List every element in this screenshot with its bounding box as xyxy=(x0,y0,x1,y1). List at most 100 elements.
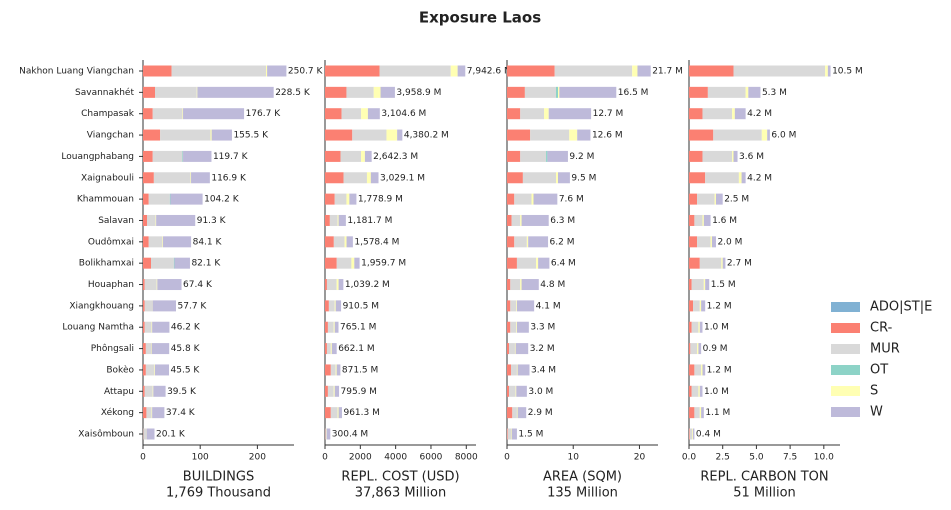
bar-segment xyxy=(761,129,768,141)
x-tick-label: 0 xyxy=(504,453,510,463)
bar-segment xyxy=(325,214,330,226)
category-label: Xaignabouli xyxy=(81,173,134,183)
bar-segment xyxy=(173,257,175,269)
bar-segment xyxy=(507,428,511,440)
bar-segment xyxy=(325,321,328,333)
bar-segment xyxy=(330,343,332,355)
bar-segment xyxy=(354,257,360,269)
legend-label: CR- xyxy=(870,321,893,336)
bar-segment xyxy=(703,214,711,226)
total-label: 910.5 M xyxy=(343,301,379,311)
bar-segment xyxy=(267,65,287,77)
bar-segment xyxy=(326,343,331,355)
bar-segment xyxy=(689,343,691,355)
bar-segment xyxy=(689,193,698,205)
bar-segment xyxy=(748,86,761,98)
bar-segment xyxy=(346,236,353,248)
bar-segment xyxy=(732,150,734,162)
bar-segment xyxy=(341,108,362,120)
bar-segment xyxy=(338,407,342,419)
total-label: 155.5 K xyxy=(233,131,269,141)
bar-segment xyxy=(510,364,517,376)
bar-segment xyxy=(152,300,177,312)
bar-segment xyxy=(510,300,517,312)
bar-segment xyxy=(699,385,703,397)
x-tick-label: 2000 xyxy=(349,453,372,463)
bar-segment xyxy=(516,321,529,333)
bar-segment xyxy=(335,364,337,376)
x-tick-label: 4000 xyxy=(384,453,407,463)
bar-segment xyxy=(693,428,695,440)
total-label: 3.3 M xyxy=(530,323,555,333)
bar-segment xyxy=(336,279,339,291)
total-label: 300.4 M xyxy=(332,430,368,440)
bar-segment xyxy=(361,108,368,120)
bar-segment xyxy=(457,65,466,77)
bar-segment xyxy=(336,257,352,269)
bar-segment xyxy=(689,321,692,333)
total-label: 45.5 K xyxy=(171,365,201,375)
total-label: 20.1 K xyxy=(156,430,186,440)
bar-segment xyxy=(155,86,197,98)
bar-segment xyxy=(171,65,266,77)
bar-segment xyxy=(547,150,568,162)
x-tick-label: 2.5 xyxy=(716,453,730,463)
bar-segment xyxy=(373,86,381,98)
bar-segment xyxy=(156,279,158,291)
bar-segment xyxy=(556,172,558,184)
bar-segment xyxy=(333,236,345,248)
bar-segment xyxy=(697,193,715,205)
bar-segment xyxy=(554,65,633,77)
bar-segment xyxy=(516,300,535,312)
bar-segment xyxy=(143,364,146,376)
bar-segment xyxy=(155,214,157,226)
bar-segment xyxy=(689,65,734,77)
bar-segment xyxy=(508,343,515,355)
category-label: Louang Namtha xyxy=(62,323,134,333)
bar-segment xyxy=(507,108,521,120)
bar-segment xyxy=(557,86,560,98)
total-label: 116.9 K xyxy=(211,173,247,183)
bar-segment xyxy=(174,257,190,269)
total-label: 795.9 M xyxy=(341,387,377,397)
bar-segment xyxy=(517,364,530,376)
bar-segment xyxy=(145,343,152,355)
bar-segment xyxy=(699,321,703,333)
total-label: 1.5 M xyxy=(711,280,736,290)
total-label: 1.5 M xyxy=(518,430,543,440)
bar-segment xyxy=(522,172,557,184)
legend-swatch xyxy=(831,323,860,333)
bar-segment xyxy=(162,236,164,248)
x-tick-label: 200 xyxy=(249,453,266,463)
bar-segment xyxy=(516,364,518,376)
bar-segment xyxy=(520,279,522,291)
bar-segment xyxy=(326,279,337,291)
bar-segment xyxy=(151,321,153,333)
bar-segment xyxy=(693,300,700,312)
bar-segment xyxy=(151,407,153,419)
bar-segment xyxy=(325,193,335,205)
bar-segment xyxy=(144,300,153,312)
bar-segment xyxy=(520,214,522,226)
bar-segment xyxy=(182,108,184,120)
bar-segment xyxy=(507,86,525,98)
total-label: 12.6 M xyxy=(592,131,623,141)
bar-segment xyxy=(143,279,145,291)
x-axis-total: 37,863 Million xyxy=(355,486,446,501)
bar-segment xyxy=(512,407,517,419)
bar-segment xyxy=(326,428,331,440)
total-label: 84.1 K xyxy=(193,237,223,247)
bar-segment xyxy=(325,385,328,397)
bar-segment xyxy=(386,129,398,141)
bar-segment xyxy=(346,193,350,205)
bar-segment xyxy=(733,65,826,77)
total-label: 9.5 M xyxy=(571,173,596,183)
bar-segment xyxy=(507,385,509,397)
total-label: 67.4 K xyxy=(183,280,213,290)
bar-segment xyxy=(145,364,155,376)
bar-segment xyxy=(361,150,365,162)
total-label: 2.0 M xyxy=(717,237,742,247)
bar-segment xyxy=(325,108,342,120)
total-label: 1,959.7 M xyxy=(361,259,406,269)
bar-segment xyxy=(146,407,152,419)
